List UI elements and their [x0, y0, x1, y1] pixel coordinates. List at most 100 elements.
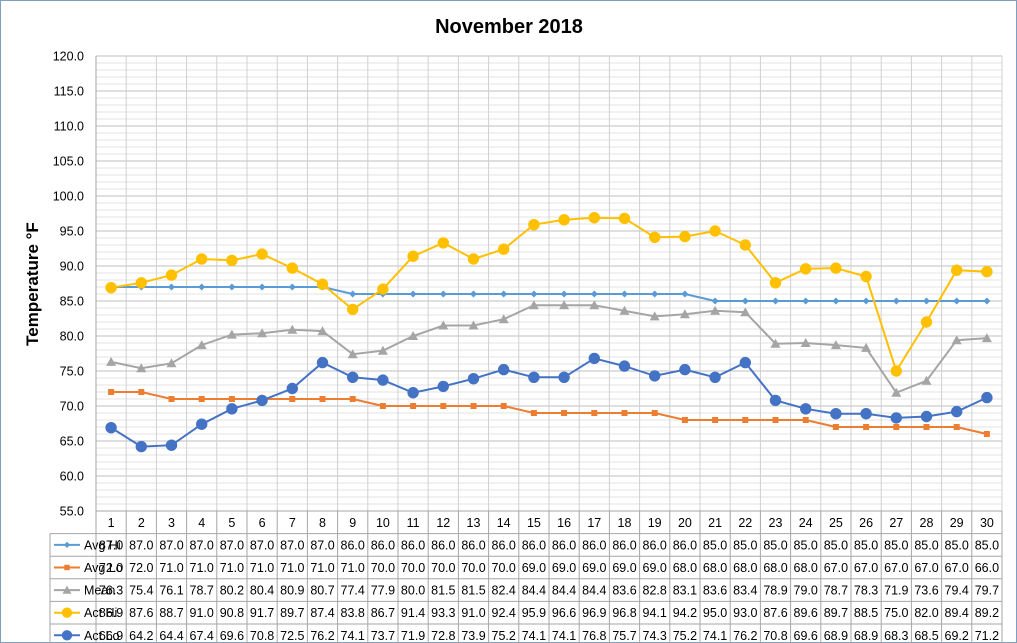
data-point-avg-hi — [590, 290, 598, 298]
data-label: 80.9 — [280, 584, 304, 598]
data-label: 89.6 — [794, 606, 818, 620]
data-label: 90.8 — [220, 606, 244, 620]
data-label: 72.8 — [431, 629, 455, 643]
data-label: 68.0 — [763, 561, 787, 575]
data-point-avg-lo — [591, 410, 598, 416]
data-point-avg-hi — [772, 297, 779, 305]
legend-key-act-lo — [54, 630, 80, 641]
data-point-act-hi — [347, 303, 359, 316]
x-tick-label: 6 — [259, 516, 266, 530]
data-label: 84.4 — [522, 584, 546, 598]
data-point-act-hi — [316, 278, 329, 290]
data-label: 86.0 — [431, 538, 455, 552]
data-label: 86.0 — [371, 538, 395, 552]
data-label: 93.0 — [733, 606, 757, 620]
y-tick-label: 95.0 — [60, 225, 84, 239]
data-point-avg-lo — [742, 417, 749, 423]
series-act-lo — [105, 352, 993, 453]
x-tick-label: 8 — [319, 516, 326, 530]
data-label: 69.0 — [643, 561, 667, 575]
data-label: 85.0 — [763, 538, 787, 552]
data-label: 77.4 — [341, 584, 365, 598]
x-tick-label: 5 — [228, 516, 235, 530]
data-label: 74.1 — [552, 629, 576, 643]
x-tick-label: 14 — [497, 516, 511, 530]
data-label: 95.0 — [703, 606, 727, 620]
data-point-mean — [921, 375, 932, 385]
data-label: 67.0 — [914, 561, 938, 575]
data-point-act-hi — [437, 237, 449, 249]
data-label: 70.0 — [461, 561, 485, 575]
data-label: 70.8 — [250, 629, 274, 643]
data-point-avg-lo — [470, 403, 477, 409]
data-label: 69.0 — [552, 561, 576, 575]
data-point-act-lo — [739, 356, 751, 369]
data-label: 83.4 — [733, 584, 757, 598]
data-point-mean — [438, 320, 449, 330]
y-axis-label: Temperature °F — [23, 222, 42, 346]
series-name: Mean — [84, 584, 115, 598]
y-tick-label: 110.0 — [54, 120, 84, 134]
x-tick-label: 7 — [289, 516, 296, 530]
data-point-avg-hi — [892, 297, 900, 305]
data-point-act-hi — [951, 264, 963, 276]
data-point-avg-lo — [319, 396, 326, 402]
data-point-avg-lo — [410, 403, 417, 409]
x-tick-label: 30 — [980, 516, 994, 530]
data-label: 72.0 — [129, 561, 153, 575]
data-point-avg-hi — [349, 290, 357, 298]
data-point-act-hi — [830, 262, 842, 274]
legend-marker — [64, 564, 70, 571]
series-name: Act Hi — [84, 606, 117, 620]
x-tick-label: 1 — [108, 516, 115, 530]
data-label: 82.0 — [914, 606, 938, 620]
data-point-act-lo — [951, 405, 963, 418]
data-label: 87.0 — [99, 538, 123, 552]
data-point-act-hi — [286, 262, 298, 274]
data-point-act-lo — [165, 439, 178, 451]
x-tick-label: 28 — [920, 516, 934, 530]
data-label: 75.2 — [492, 629, 516, 643]
data-label: 79.4 — [945, 584, 969, 598]
x-tick-label: 22 — [738, 516, 752, 530]
data-label: 87.4 — [310, 606, 334, 620]
x-tick-label: 19 — [648, 516, 662, 530]
series-line-mean — [110, 304, 987, 394]
data-label: 86.0 — [492, 538, 516, 552]
data-label: 80.7 — [310, 584, 334, 598]
series-act-hi — [105, 212, 993, 377]
data-label: 87.0 — [250, 538, 274, 552]
data-label: 83.6 — [612, 584, 636, 598]
data-point-avg-hi — [168, 283, 175, 291]
data-point-act-hi — [618, 212, 631, 225]
data-label: 88.7 — [159, 606, 183, 620]
data-point-mean — [589, 300, 600, 310]
data-label: 85.0 — [945, 538, 969, 552]
data-point-mean — [317, 326, 328, 336]
data-point-act-hi — [377, 283, 389, 295]
data-label: 70.0 — [431, 561, 455, 575]
data-label: 85.0 — [854, 538, 878, 552]
data-label: 75.7 — [612, 629, 636, 643]
data-point-mean — [861, 342, 872, 352]
data-point-act-hi — [135, 277, 148, 289]
data-label: 74.1 — [703, 629, 727, 643]
data-point-act-hi — [890, 365, 902, 377]
data-point-mean — [287, 324, 298, 334]
data-point-mean — [951, 335, 962, 345]
series-mean — [106, 300, 992, 397]
y-tick-label: 100.0 — [53, 190, 84, 204]
data-point-act-hi — [800, 263, 812, 275]
data-point-avg-hi — [711, 297, 719, 305]
data-label: 79.0 — [794, 584, 818, 598]
data-point-act-hi — [588, 212, 600, 224]
data-point-act-hi — [105, 282, 117, 294]
data-label: 96.6 — [552, 606, 576, 620]
data-label: 76.2 — [310, 629, 334, 643]
data-point-avg-hi — [470, 290, 477, 298]
data-point-mean — [347, 349, 358, 359]
data-point-avg-lo — [712, 417, 719, 423]
data-point-avg-lo — [923, 424, 930, 430]
data-label: 67.0 — [945, 561, 969, 575]
data-point-avg-lo — [379, 403, 386, 409]
